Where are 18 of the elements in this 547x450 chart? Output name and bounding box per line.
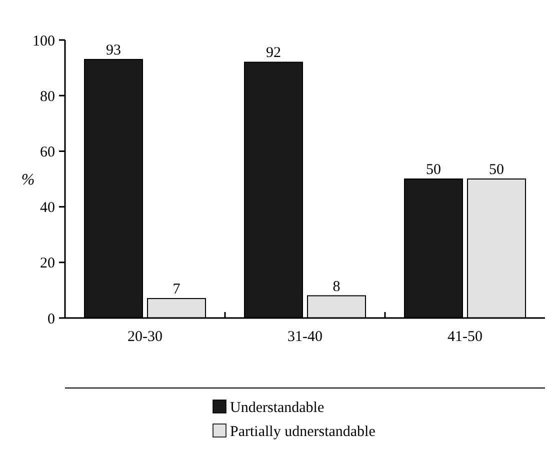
data-label: 93: [106, 42, 121, 58]
y-tick-label: 80: [40, 88, 55, 105]
y-tick-label: 40: [40, 200, 55, 216]
x-tick-label: 20-30: [128, 329, 162, 345]
data-label: 50: [426, 162, 441, 178]
y-tick-label: 20: [40, 256, 55, 272]
data-label: 50: [489, 162, 504, 178]
legend-label: Partially udnerstandable: [230, 424, 376, 440]
y-tick-label: 100: [32, 33, 55, 50]
data-label: 7: [172, 282, 181, 298]
data-label: 8: [332, 278, 340, 295]
y-tick-label: 60: [40, 144, 55, 160]
legend-label: Understandable: [230, 400, 324, 416]
y-axis-title: %: [21, 172, 35, 189]
x-tick-label: 41-50: [448, 329, 482, 345]
data-label: 92: [266, 45, 281, 62]
y-tick-label: 0: [48, 311, 55, 328]
x-tick-label: 31-40: [288, 329, 322, 345]
